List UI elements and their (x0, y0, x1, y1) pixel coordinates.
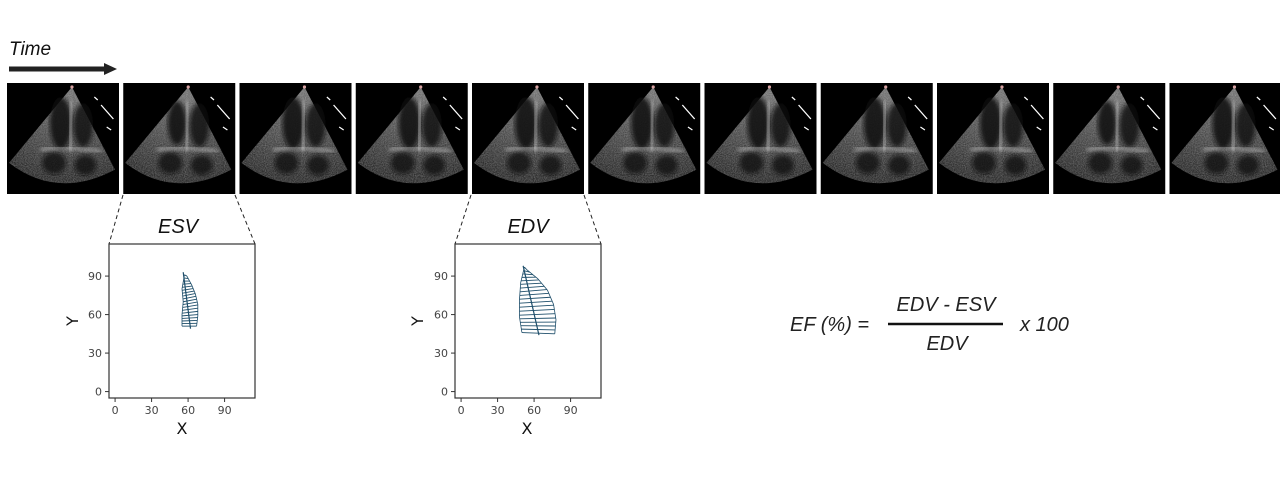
contour-left-edge (181, 274, 185, 327)
contour-segment (184, 274, 188, 277)
y-tick-label: 90 (434, 270, 448, 283)
contour-segment (182, 304, 198, 308)
esv-panel: ESV 0 30 60 90 0 30 60 90 X Y (63, 216, 256, 438)
contour-segment (519, 289, 547, 293)
edv-title: EDV (507, 216, 550, 238)
x-tick-label: 30 (491, 404, 505, 417)
contour-segment (182, 288, 194, 291)
echo-frame (588, 83, 701, 194)
contour-left-edge (519, 267, 525, 333)
edv-ylabel: Y (408, 316, 427, 327)
contour-segment (520, 282, 542, 285)
echo-frame (472, 83, 584, 194)
zoom-connector-esv (108, 194, 256, 245)
contour-segment (182, 307, 198, 311)
contour-segment (521, 279, 539, 282)
y-tick-label: 0 (441, 386, 448, 399)
esv-xlabel: X (177, 419, 188, 438)
contour-segment (519, 300, 553, 304)
contour-segment (520, 285, 545, 289)
echo-frame-strip (7, 83, 1280, 194)
edv-plot-frame (454, 243, 602, 399)
echo-frame (1053, 83, 1166, 194)
contour-segment (182, 310, 198, 314)
long-axis-line (522, 265, 540, 336)
contour-segment (519, 309, 555, 312)
contour-segment (182, 293, 196, 297)
y-tick-label: 90 (88, 270, 102, 283)
edv-panel: EDV 0 30 60 90 0 30 60 90 X Y (408, 216, 602, 438)
x-tick-label: 0 (458, 404, 465, 417)
contour-segment (182, 283, 191, 285)
echo-frame (239, 83, 352, 194)
echo-frame (937, 83, 1049, 194)
contour-right-edge (526, 269, 557, 334)
ef-multiplier: x 100 (1019, 314, 1069, 336)
x-tick-label: 90 (564, 404, 578, 417)
echo-frame (355, 83, 468, 194)
contour-segment (519, 317, 556, 320)
ef-numerator: EDV - ESV (897, 294, 998, 316)
x-tick-label: 30 (145, 404, 159, 417)
x-tick-label: 0 (112, 404, 119, 417)
x-tick-label: 60 (181, 404, 195, 417)
contour-segment (519, 296, 551, 300)
zoom-connector-edv (454, 194, 602, 245)
esv-axis-ticks: 0 30 60 90 0 30 60 90 (88, 270, 232, 417)
contour-segment (183, 298, 197, 303)
edv-axis-ticks: 0 30 60 90 0 30 60 90 (434, 270, 578, 417)
contour-segment (524, 266, 528, 270)
contour-segment (182, 285, 193, 288)
contour-segment (182, 295, 197, 300)
echo-frame (123, 83, 236, 194)
y-tick-label: 60 (88, 309, 102, 322)
contour-segment (519, 313, 556, 316)
ef-denominator: EDV (926, 333, 969, 355)
echo-frame (704, 83, 817, 194)
y-tick-label: 30 (88, 347, 102, 360)
y-tick-label: 30 (434, 347, 448, 360)
esv-ylabel: Y (63, 316, 82, 327)
ef-lhs: EF (%) = (790, 314, 869, 336)
x-tick-label: 60 (527, 404, 541, 417)
long-axis-line (182, 272, 192, 329)
y-tick-label: 60 (434, 309, 448, 322)
contour-segment (181, 314, 198, 317)
contour-segment (181, 317, 198, 319)
echo-frame (820, 83, 933, 194)
time-label: Time (9, 39, 51, 60)
time-arrow (9, 63, 117, 75)
esv-title: ESV (158, 216, 200, 238)
echo-frame (7, 83, 119, 194)
ef-equation: EF (%) = EDV - ESV EDV x 100 (790, 294, 1069, 355)
contour-segment (183, 277, 189, 280)
edv-xlabel: X (522, 419, 533, 438)
contour-segment (182, 301, 198, 306)
x-tick-label: 90 (218, 404, 232, 417)
contour-right-edge (186, 275, 199, 327)
edv-contour (519, 265, 557, 336)
echo-frame (1169, 83, 1280, 194)
contour-segment (519, 304, 554, 308)
contour-segment (519, 292, 549, 296)
esv-contour (181, 272, 199, 329)
contour-segment (182, 290, 195, 294)
y-tick-label: 0 (95, 386, 102, 399)
